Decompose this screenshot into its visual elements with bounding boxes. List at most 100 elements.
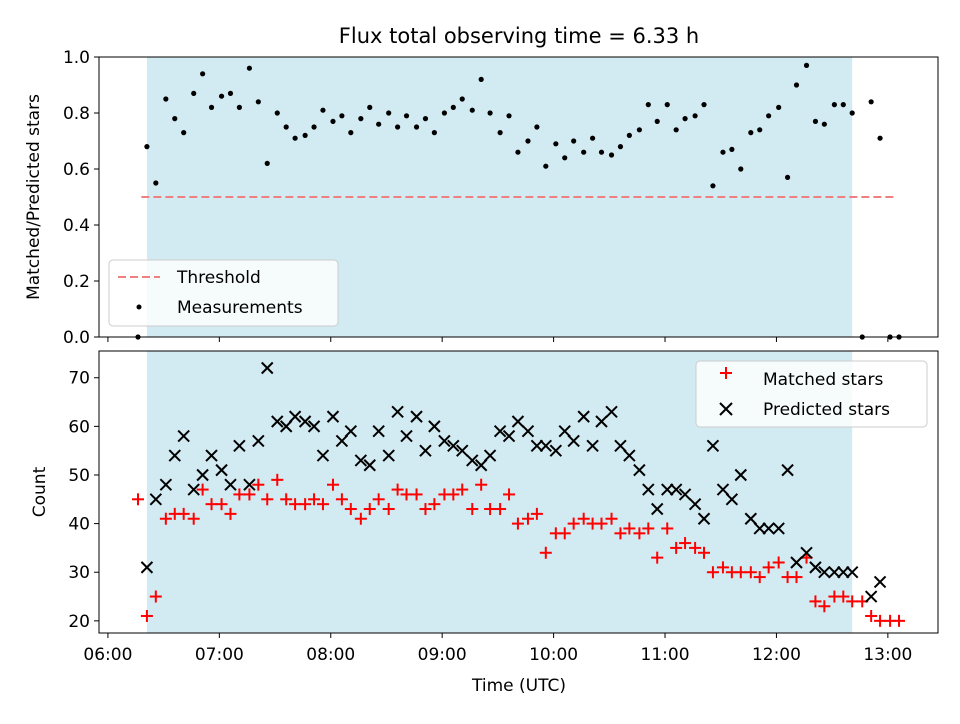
measurement-point: [450, 104, 456, 110]
top-y-tick-label: 1.0: [63, 48, 90, 68]
predicted-star-point: [800, 546, 813, 559]
measurement-point: [153, 180, 159, 186]
matched-star-point: [372, 493, 385, 506]
matched-star-point: [280, 493, 293, 506]
measurement-point: [617, 144, 624, 150]
matched-star-point: [447, 488, 460, 501]
predicted-star-stroke-b: [558, 425, 571, 438]
measurement-point: [562, 155, 568, 161]
matched-star-point: [511, 517, 524, 530]
matched-star-point: [818, 600, 831, 613]
measurement-point: [840, 102, 846, 108]
predicted-star-stroke-b: [410, 410, 423, 423]
predicted-star-point: [845, 566, 859, 579]
predicted-star-point: [410, 410, 423, 423]
measurement-point: [367, 104, 373, 110]
measurement-point: [766, 113, 772, 119]
predicted-star-stroke-b: [549, 444, 563, 457]
predicted-star-stroke-b: [753, 522, 766, 535]
predicted-star-point: [716, 483, 730, 496]
measurement-point: [358, 116, 364, 122]
predicted-star-point: [697, 512, 711, 525]
predicted-star-stroke-b: [734, 468, 747, 482]
legend-predicted-label: Predicted stars: [763, 400, 890, 420]
measurement-point: [227, 90, 234, 96]
top-panel: 0.0 0.2 0.4 0.6 0.8 1.0 Matched/Predicted sta…: [24, 48, 939, 348]
predicted-star-point: [354, 454, 368, 467]
matched-star-point: [893, 614, 906, 627]
measurement-point: [246, 65, 253, 71]
predicted-star-point: [511, 415, 525, 428]
predicted-star-point: [781, 463, 794, 477]
measurement-point: [506, 113, 512, 119]
predicted-star-point: [744, 512, 758, 525]
measurement-point: [849, 110, 855, 116]
matched-star-point: [698, 546, 711, 559]
predicted-star-stroke-b: [586, 439, 599, 453]
predicted-star-point: [215, 463, 228, 477]
predicted-star-point: [734, 468, 747, 482]
bottom-x-tick-label: 07:00: [195, 645, 244, 665]
matched-star-point: [846, 595, 859, 608]
predicted-star-stroke-b: [577, 410, 590, 423]
measurement-point: [469, 107, 475, 113]
predicted-star-stroke-b: [511, 415, 525, 428]
measurement-point: [395, 124, 401, 130]
measurement-point: [274, 110, 280, 116]
predicted-star-point: [466, 454, 479, 467]
matched-star-point: [837, 590, 850, 603]
measurement-point: [803, 62, 810, 68]
predicted-star-point: [873, 575, 887, 589]
bottom-y-axis-label: Count: [30, 466, 50, 517]
matched-star-point: [177, 507, 190, 520]
predicted-star-point: [651, 502, 664, 516]
measurement-point: [163, 96, 169, 102]
predicted-star-stroke-b: [595, 415, 608, 428]
predicted-star-stroke-b: [567, 434, 580, 448]
matched-star-point: [196, 483, 209, 496]
predicted-star-stroke-b: [261, 361, 274, 375]
predicted-star-stroke-b: [279, 420, 293, 433]
predicted-star-stroke-b: [642, 483, 655, 496]
measurement-point: [413, 124, 420, 130]
measurement-point: [525, 138, 531, 144]
predicted-star-point: [521, 425, 535, 438]
matched-star-point: [466, 503, 479, 516]
top-legend: Threshold Measurements: [108, 259, 339, 327]
matched-star-point: [874, 614, 887, 627]
top-y-tick-label: 0.4: [63, 216, 90, 236]
measurement-point: [200, 71, 206, 77]
legend-threshold-label: Threshold: [176, 268, 261, 288]
matched-star-point: [243, 488, 256, 501]
matched-star-point: [762, 561, 775, 574]
predicted-star-stroke-b: [530, 439, 544, 453]
top-y-tick-label: 0.8: [63, 104, 90, 124]
measurement-point: [376, 121, 382, 127]
predicted-star-stroke-b: [149, 493, 163, 506]
predicted-star-stroke-b: [335, 434, 349, 448]
predicted-star-stroke-b: [539, 439, 553, 453]
predicted-star-stroke-b: [864, 590, 878, 603]
predicted-star-stroke-b: [400, 429, 413, 443]
measurement-point: [729, 146, 735, 152]
measurement-point: [441, 110, 448, 116]
predicted-star-point: [298, 415, 312, 428]
bottom-x-tick-label: 06:00: [83, 645, 132, 665]
matched-star-point: [689, 541, 702, 554]
predicted-star-point: [669, 483, 683, 496]
predicted-star-point: [595, 415, 608, 428]
matched-star-point: [633, 527, 646, 540]
predicted-star-stroke-b: [177, 429, 190, 443]
predicted-star-point: [623, 449, 636, 462]
bottom-legend-box: [695, 360, 928, 428]
bottom-x-tick-label: 12:00: [752, 645, 801, 665]
matched-star-point: [344, 503, 357, 516]
predicted-star-stroke-b: [762, 522, 775, 535]
predicted-star-point: [140, 561, 154, 574]
predicted-star-stroke-b: [633, 463, 646, 477]
matched-star-point: [614, 527, 627, 540]
predicted-star-point: [438, 434, 451, 448]
measurement-point: [757, 127, 763, 133]
bottom-x-tick-label: 09:00: [418, 645, 467, 665]
